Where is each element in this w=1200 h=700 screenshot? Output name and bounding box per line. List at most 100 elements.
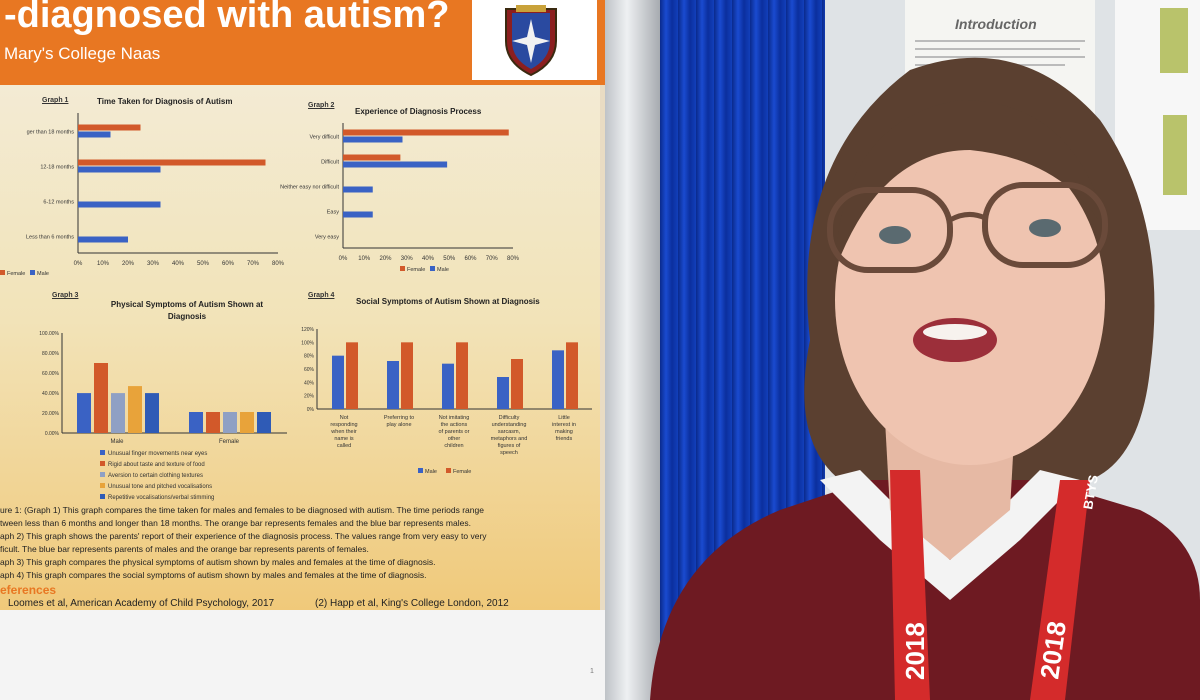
category-label: Very difficult bbox=[309, 135, 339, 141]
legend-swatch bbox=[100, 450, 105, 455]
category-label: Neither easy nor difficult bbox=[280, 185, 339, 191]
tick-label: 0% bbox=[307, 407, 315, 413]
legend-label: Repetitive vocalisations/verbal stimming bbox=[108, 495, 214, 501]
category-label: called bbox=[337, 443, 351, 449]
legend-label: Female bbox=[407, 267, 425, 273]
bar-male bbox=[78, 131, 111, 138]
graph2-title: Experience of Diagnosis Process bbox=[355, 107, 482, 116]
category-label: Preferring to bbox=[384, 415, 414, 421]
legend-swatch bbox=[430, 266, 435, 271]
bar-male bbox=[78, 166, 161, 173]
graph2-label: Graph 2 bbox=[308, 102, 335, 109]
bar bbox=[206, 412, 220, 433]
tick-label: 30% bbox=[147, 261, 160, 267]
bar-male bbox=[387, 361, 399, 409]
category-label: Easy bbox=[327, 210, 339, 216]
poster: -diagnosed with autism? Mary's College N… bbox=[0, 0, 605, 700]
category-label: Difficult bbox=[321, 160, 339, 166]
category-label: Not bbox=[340, 415, 349, 421]
caption-line: aph 3) This graph compares the physical … bbox=[0, 557, 436, 567]
tick-label: 60.00% bbox=[42, 371, 60, 377]
lanyard-left bbox=[890, 470, 930, 700]
bar-female bbox=[401, 342, 413, 409]
bar-male bbox=[332, 355, 344, 409]
legend-label: Male bbox=[437, 267, 449, 273]
tick-label: 80.00% bbox=[42, 351, 60, 357]
graph1-title: Time Taken for Diagnosis of Autism bbox=[97, 97, 233, 106]
category-label: Less than 6 months bbox=[26, 235, 74, 241]
category-label: other bbox=[448, 436, 461, 442]
category-label: friends bbox=[556, 436, 573, 442]
bar-male bbox=[343, 136, 403, 143]
bar-female bbox=[343, 129, 509, 136]
bar bbox=[77, 393, 91, 433]
tick-label: 20% bbox=[122, 261, 135, 267]
bar-male bbox=[78, 201, 161, 208]
tick-label: 80% bbox=[507, 256, 520, 262]
bar-male bbox=[497, 377, 509, 409]
reference-item: Loomes et al, American Academy of Child … bbox=[8, 598, 275, 609]
category-label: ger than 18 months bbox=[27, 130, 75, 136]
introduction-title: Introduction bbox=[955, 16, 1037, 32]
tick-label: 60% bbox=[222, 261, 235, 267]
tick-label: 120% bbox=[301, 327, 314, 333]
tick-label: 30% bbox=[401, 256, 414, 262]
bar bbox=[128, 386, 142, 433]
category-label: interest in bbox=[552, 422, 576, 428]
tick-label: 100.00% bbox=[39, 331, 59, 337]
legend-label: Male bbox=[37, 271, 49, 277]
tick-label: 100% bbox=[301, 340, 314, 346]
legend-label: Unusual finger movements near eyes bbox=[108, 451, 207, 457]
bar bbox=[94, 363, 108, 433]
legend-swatch bbox=[418, 468, 423, 473]
glasses bbox=[827, 187, 953, 273]
poster-title: -diagnosed with autism? bbox=[4, 0, 450, 36]
tick-label: 80% bbox=[304, 354, 315, 360]
bar bbox=[223, 412, 237, 433]
bar bbox=[145, 393, 159, 433]
legend-swatch bbox=[446, 468, 451, 473]
bar-male bbox=[343, 211, 373, 218]
tick-label: 20% bbox=[304, 394, 315, 400]
category-label: children bbox=[444, 443, 463, 449]
lanyard-brand: BTYS bbox=[1080, 473, 1101, 510]
legend-swatch bbox=[100, 483, 105, 488]
legend-swatch bbox=[100, 472, 105, 477]
category-label: play alone bbox=[386, 422, 411, 428]
category-label: understanding bbox=[492, 422, 527, 428]
tick-label: 0% bbox=[74, 261, 83, 267]
category-label: figures of bbox=[498, 443, 521, 449]
category-label: Little bbox=[558, 415, 570, 421]
bar-male bbox=[442, 363, 454, 409]
legend-label: Aversion to certain clothing textures bbox=[108, 473, 203, 479]
shirt-collar bbox=[820, 470, 1080, 600]
legend-label: Rigid about taste and texture of food bbox=[108, 462, 205, 468]
tick-label: 10% bbox=[358, 256, 371, 262]
crest-box bbox=[472, 0, 597, 80]
references-title: eferences bbox=[0, 583, 57, 597]
legend-label: Female bbox=[7, 271, 25, 277]
tick-label: 60% bbox=[464, 256, 477, 262]
legend-swatch bbox=[400, 266, 405, 271]
page-number: 1 bbox=[590, 668, 594, 675]
legend-swatch bbox=[100, 494, 105, 499]
caption-line: aph 2) This graph shows the parents' rep… bbox=[0, 531, 487, 541]
graph3-label: Graph 3 bbox=[52, 292, 79, 299]
face bbox=[835, 135, 1105, 465]
bar-female bbox=[78, 124, 141, 131]
graph4-label: Graph 4 bbox=[308, 292, 335, 299]
category-label: Difficulty bbox=[499, 415, 520, 421]
bar-male bbox=[552, 350, 564, 409]
caption-line: tween less than 6 months and longer than… bbox=[0, 518, 471, 528]
legend-swatch bbox=[30, 270, 35, 275]
bar-male bbox=[343, 186, 373, 193]
reference-item: (2) Happ et al, King's College London, 2… bbox=[315, 598, 509, 609]
category-label: name is bbox=[334, 436, 354, 442]
category-label: Very easy bbox=[315, 235, 339, 241]
graph2-chart: Very difficult Difficult Neither easy nor … bbox=[280, 123, 520, 273]
legend-label: Unusual tone and pitched vocalisations bbox=[108, 484, 212, 490]
tick-label: 40.00% bbox=[42, 391, 60, 397]
tick-label: 70% bbox=[486, 256, 499, 262]
bar-female bbox=[78, 159, 266, 166]
graph1-label: Graph 1 bbox=[42, 97, 69, 104]
